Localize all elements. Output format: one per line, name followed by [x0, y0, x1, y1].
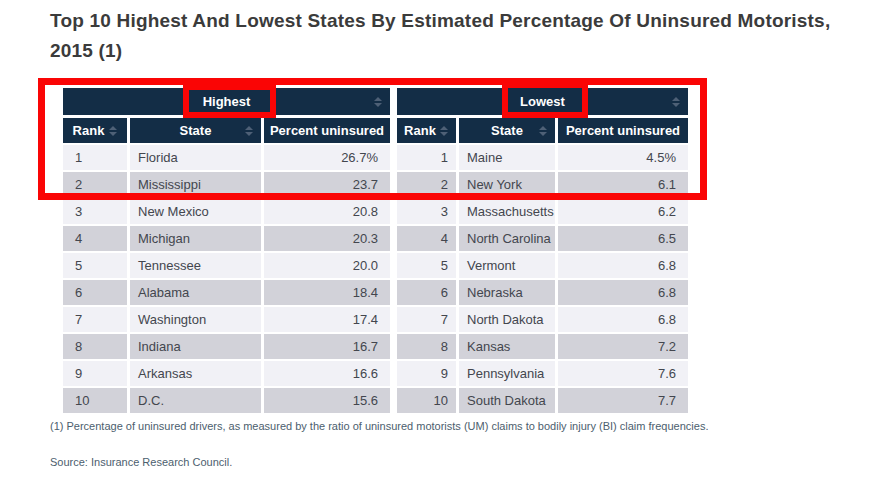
percent-cell: 7.6 [558, 361, 688, 386]
rank-cell: 8 [397, 334, 456, 359]
state-cell: Alabama [130, 280, 261, 305]
table-row: 7North Dakota6.8 [397, 307, 688, 332]
state-cell: Nebraska [459, 280, 555, 305]
source-line: Source: Insurance Research Council. [50, 456, 232, 468]
table-row: 9Arkansas16.6 [63, 361, 390, 386]
state-cell: North Carolina [459, 226, 555, 251]
percent-cell: 6.8 [558, 307, 688, 332]
percent-cell: 6.8 [558, 253, 688, 278]
table-row: 4North Carolina6.5 [397, 226, 688, 251]
state-cell: Washington [130, 307, 261, 332]
highlight-box-highest-header [183, 84, 276, 118]
percent-cell: 18.4 [264, 280, 390, 305]
percent-cell: 15.6 [264, 388, 390, 413]
table-row: 8Indiana16.7 [63, 334, 390, 359]
table-row: 6Alabama18.4 [63, 280, 390, 305]
highlight-box-lowest-header [502, 82, 588, 118]
table-row: 4Michigan20.3 [63, 226, 390, 251]
percent-cell: 7.2 [558, 334, 688, 359]
rank-cell: 8 [63, 334, 127, 359]
rank-cell: 5 [397, 253, 456, 278]
table-row: 9Pennsylvania7.6 [397, 361, 688, 386]
rank-cell: 9 [63, 361, 127, 386]
page-title: Top 10 Highest And Lowest States By Esti… [50, 6, 850, 66]
state-cell: South Dakota [459, 388, 555, 413]
state-cell: Michigan [130, 226, 261, 251]
table-row: 5Tennessee20.0 [63, 253, 390, 278]
rank-cell: 6 [63, 280, 127, 305]
state-cell: Massachusetts [459, 199, 555, 224]
state-cell: Pennsylvania [459, 361, 555, 386]
table-row: 3New Mexico20.8 [63, 199, 390, 224]
highlight-box-table-top-region [38, 78, 707, 200]
percent-cell: 20.8 [264, 199, 390, 224]
table-row: 6Nebraska6.8 [397, 280, 688, 305]
table-row: 8Kansas7.2 [397, 334, 688, 359]
percent-cell: 20.0 [264, 253, 390, 278]
footnote: (1) Percentage of uninsured drivers, as … [50, 420, 708, 432]
percent-cell: 16.7 [264, 334, 390, 359]
state-cell: North Dakota [459, 307, 555, 332]
state-cell: Tennessee [130, 253, 261, 278]
table-row: 10D.C.15.6 [63, 388, 390, 413]
percent-cell: 16.6 [264, 361, 390, 386]
page: Top 10 Highest And Lowest States By Esti… [0, 0, 874, 477]
rank-cell: 9 [397, 361, 456, 386]
percent-cell: 20.3 [264, 226, 390, 251]
rank-cell: 5 [63, 253, 127, 278]
percent-cell: 6.2 [558, 199, 688, 224]
rank-cell: 6 [397, 280, 456, 305]
table-row: 5Vermont6.8 [397, 253, 688, 278]
rank-cell: 4 [63, 226, 127, 251]
table-row: 10South Dakota7.7 [397, 388, 688, 413]
percent-cell: 6.5 [558, 226, 688, 251]
rank-cell: 3 [397, 199, 456, 224]
state-cell: Indiana [130, 334, 261, 359]
table-row: 7Washington17.4 [63, 307, 390, 332]
rank-cell: 7 [63, 307, 127, 332]
state-cell: Kansas [459, 334, 555, 359]
rank-cell: 10 [63, 388, 127, 413]
percent-cell: 17.4 [264, 307, 390, 332]
rank-cell: 7 [397, 307, 456, 332]
rank-cell: 4 [397, 226, 456, 251]
percent-cell: 7.7 [558, 388, 688, 413]
state-cell: Arkansas [130, 361, 261, 386]
percent-cell: 6.8 [558, 280, 688, 305]
rank-cell: 10 [397, 388, 456, 413]
rank-cell: 3 [63, 199, 127, 224]
state-cell: D.C. [130, 388, 261, 413]
state-cell: New Mexico [130, 199, 261, 224]
state-cell: Vermont [459, 253, 555, 278]
table-row: 3Massachusetts6.2 [397, 199, 688, 224]
